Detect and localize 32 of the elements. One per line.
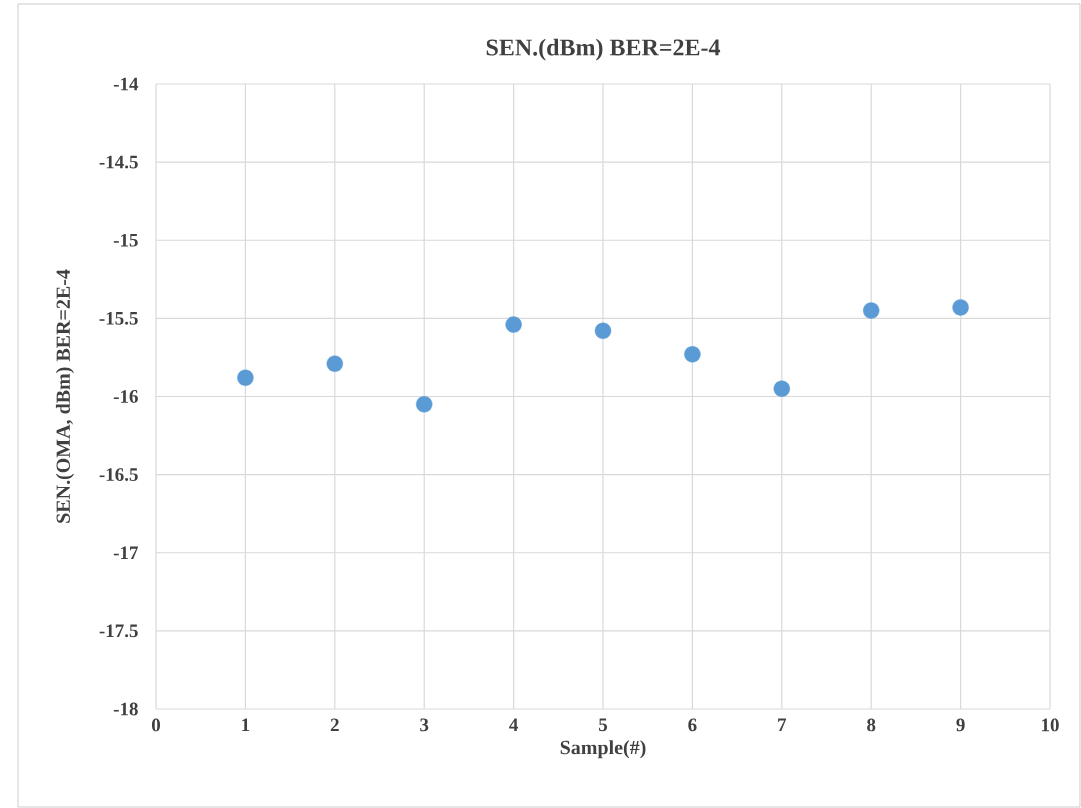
point: [416, 396, 433, 413]
y-axis-title: SEN.(OMA, dBm) BER=2E-4: [55, 269, 75, 523]
point: [684, 346, 701, 363]
x-axis-title: Sample(#): [560, 740, 646, 759]
y-tick-label: -14.5: [99, 155, 138, 169]
point: [237, 369, 254, 386]
point: [326, 355, 344, 372]
x-tick-label: 8: [867, 718, 876, 732]
y-tick-label: -15: [113, 233, 138, 247]
y-tick-label: -15.5: [99, 311, 138, 325]
x-tick-label: 2: [330, 718, 339, 732]
x-tick-label: 3: [420, 718, 429, 732]
x-tick-label: 4: [509, 718, 518, 732]
point: [505, 316, 522, 333]
x-tick-label: 0: [151, 718, 161, 732]
x-tick-label: 7: [778, 718, 787, 731]
x-tick-label: 9: [956, 718, 965, 732]
y-tick-label: -14: [113, 77, 139, 91]
y-tick-label: -18: [113, 702, 138, 716]
point: [863, 302, 880, 319]
y-tick-label: -16.5: [99, 468, 138, 482]
point: [594, 322, 612, 340]
x-tick-label: 10: [1042, 718, 1059, 732]
x-tick-label: 1: [242, 718, 250, 732]
x-tick-label: 6: [688, 718, 697, 732]
x-tick-label: 5: [599, 718, 608, 732]
y-tick-label: -16: [113, 390, 138, 403]
y-tick-label: -17.5: [99, 624, 138, 638]
point: [952, 299, 969, 316]
y-tick-label: -17: [113, 546, 139, 560]
point: [773, 380, 790, 397]
chart-title: SEN.(dBm) BER=2E-4: [486, 38, 721, 61]
